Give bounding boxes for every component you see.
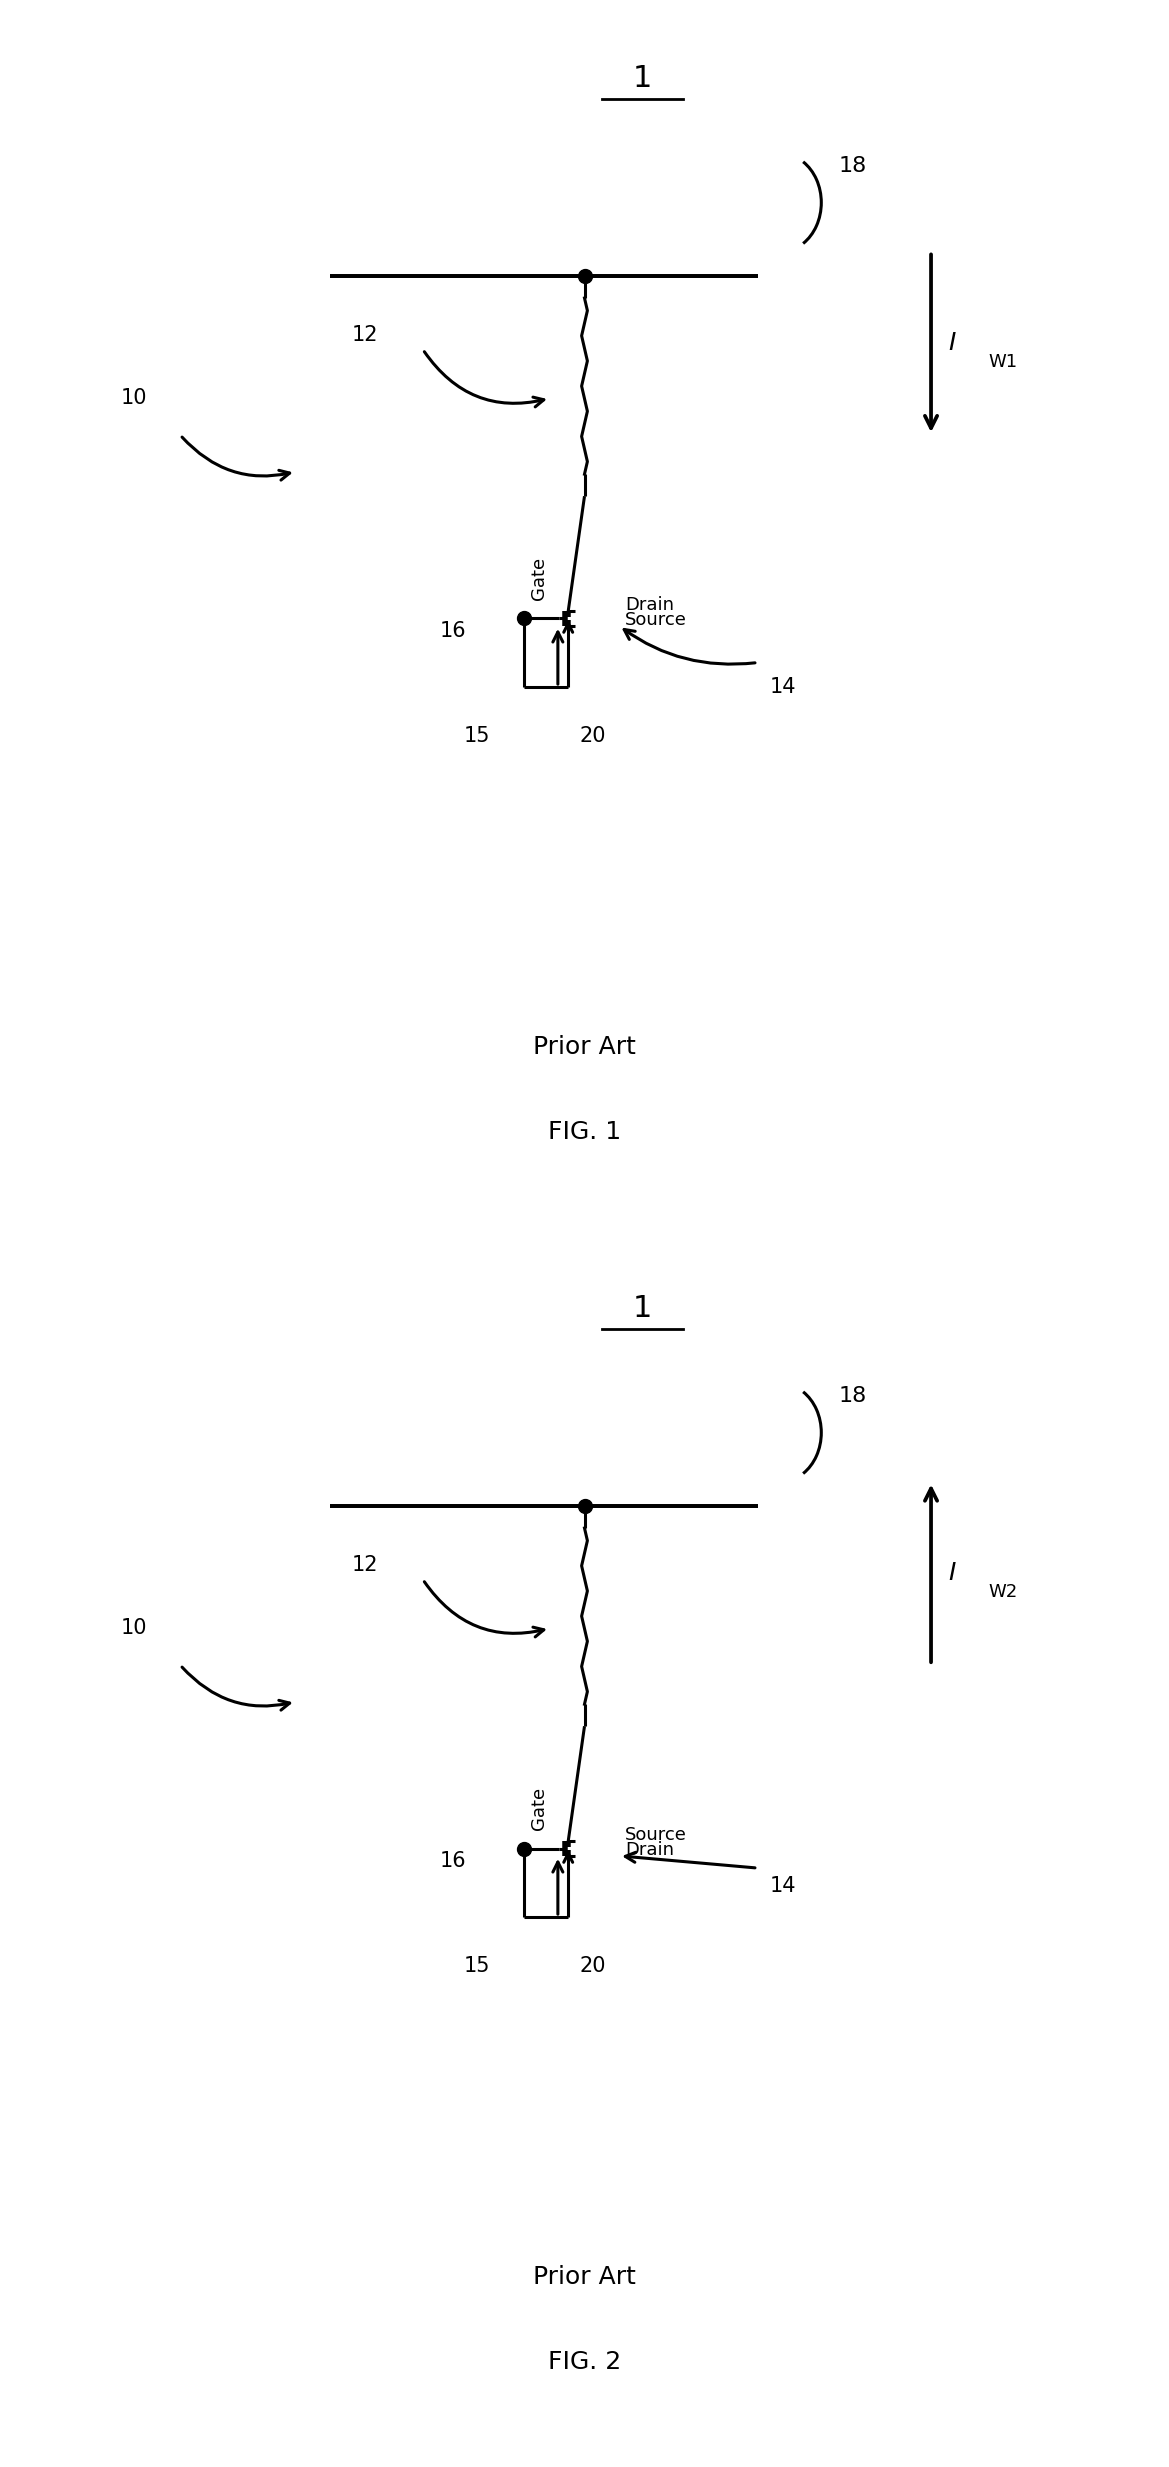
FancyArrowPatch shape — [424, 1581, 544, 1638]
Text: 10: 10 — [120, 1618, 147, 1638]
Text: 18: 18 — [838, 1386, 867, 1406]
Text: Prior Art: Prior Art — [533, 2265, 636, 2289]
Text: 20: 20 — [580, 725, 607, 745]
Text: W2: W2 — [989, 1584, 1018, 1601]
Text: Drain: Drain — [625, 597, 675, 614]
Text: 20: 20 — [580, 1956, 607, 1976]
Text: 18: 18 — [838, 155, 867, 175]
Text: 15: 15 — [463, 725, 490, 745]
Text: FIG. 1: FIG. 1 — [548, 1120, 621, 1145]
Text: 14: 14 — [769, 676, 796, 698]
Text: 14: 14 — [769, 1877, 796, 1897]
Text: I: I — [948, 1562, 956, 1586]
Text: Source: Source — [625, 1826, 687, 1843]
FancyArrowPatch shape — [182, 1668, 290, 1710]
Text: 10: 10 — [120, 387, 147, 410]
Text: 16: 16 — [440, 622, 466, 641]
Text: Gate: Gate — [531, 1786, 548, 1831]
Text: 1: 1 — [632, 1293, 652, 1322]
Text: FIG. 2: FIG. 2 — [548, 2351, 621, 2373]
Text: Source: Source — [625, 612, 687, 629]
Text: 1: 1 — [632, 64, 652, 94]
FancyArrowPatch shape — [182, 437, 290, 481]
Text: I: I — [948, 331, 956, 355]
Text: Gate: Gate — [531, 558, 548, 599]
Text: 12: 12 — [352, 1554, 379, 1574]
Text: 12: 12 — [352, 326, 379, 345]
Text: 15: 15 — [463, 1956, 490, 1976]
Text: Prior Art: Prior Art — [533, 1034, 636, 1058]
Text: W1: W1 — [989, 353, 1018, 370]
Text: 16: 16 — [440, 1850, 466, 1870]
FancyArrowPatch shape — [424, 353, 544, 407]
Text: Drain: Drain — [625, 1840, 675, 1858]
